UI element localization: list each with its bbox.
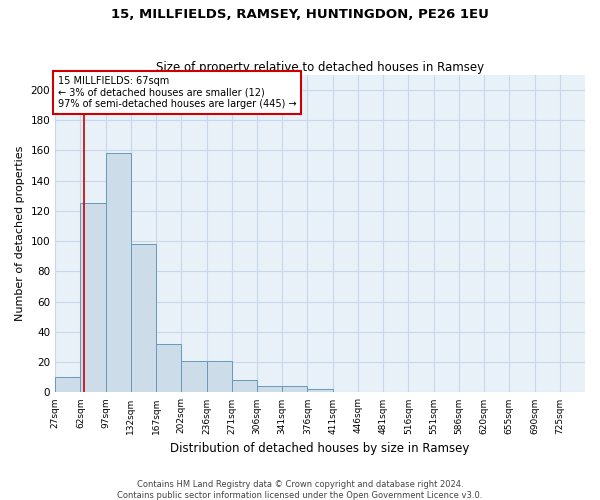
- Bar: [156, 344, 181, 393]
- Bar: [80, 204, 106, 392]
- Bar: [307, 390, 332, 392]
- Title: Size of property relative to detached houses in Ramsey: Size of property relative to detached ho…: [156, 60, 484, 74]
- Bar: [282, 386, 307, 392]
- Bar: [206, 360, 232, 392]
- Bar: [257, 386, 282, 392]
- Bar: [131, 244, 156, 392]
- Text: 15, MILLFIELDS, RAMSEY, HUNTINGDON, PE26 1EU: 15, MILLFIELDS, RAMSEY, HUNTINGDON, PE26…: [111, 8, 489, 20]
- Text: 15 MILLFIELDS: 67sqm
← 3% of detached houses are smaller (12)
97% of semi-detach: 15 MILLFIELDS: 67sqm ← 3% of detached ho…: [58, 76, 296, 110]
- Text: Contains HM Land Registry data © Crown copyright and database right 2024.
Contai: Contains HM Land Registry data © Crown c…: [118, 480, 482, 500]
- X-axis label: Distribution of detached houses by size in Ramsey: Distribution of detached houses by size …: [170, 442, 470, 455]
- Bar: [106, 154, 131, 392]
- Bar: [181, 360, 206, 392]
- Bar: [232, 380, 257, 392]
- Bar: [55, 378, 80, 392]
- Y-axis label: Number of detached properties: Number of detached properties: [15, 146, 25, 321]
